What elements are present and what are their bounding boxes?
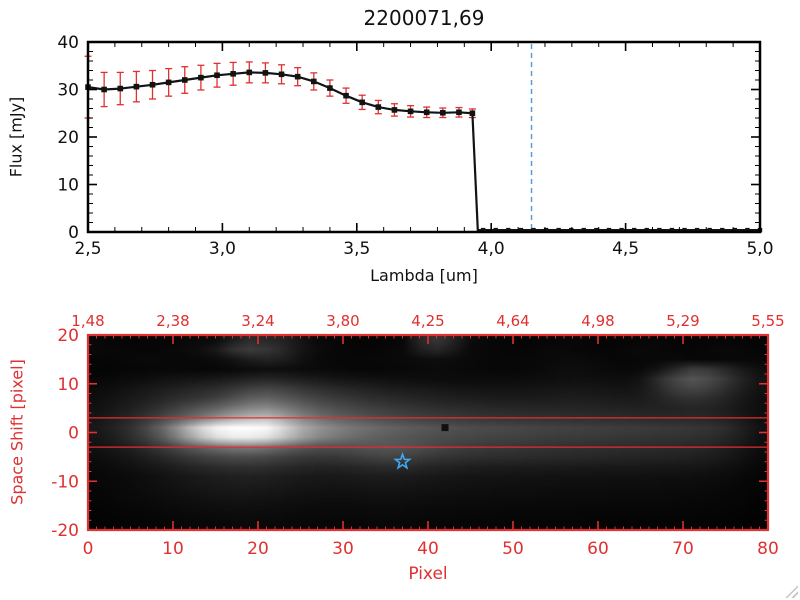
wavelength-top-tick-label: 4,98 — [581, 312, 614, 330]
flux-plot-frame — [86, 40, 762, 234]
shift-y-tick-label: 10 — [57, 375, 79, 395]
flux-x-tick-label: 3,0 — [209, 239, 236, 259]
data-point-markers — [85, 69, 763, 233]
image-plot-frame — [86, 333, 770, 532]
pixel-x-tick-label: 70 — [672, 539, 694, 559]
flux-y-axis-title: Flux [mJy] — [6, 96, 26, 178]
flux-x-ticks — [87, 42, 761, 232]
page-title: 2200071,69 — [363, 6, 485, 30]
flux-y-tick-label: 40 — [57, 33, 79, 53]
shift-y-tick-label: 0 — [68, 424, 79, 444]
flux-spectrum-chart: 2,5 3,0 3,5 4,0 4,5 5,0 0 10 20 30 40 — [57, 33, 773, 259]
flux-y-tick-label: 0 — [68, 223, 79, 243]
black-square-marker — [441, 424, 449, 432]
wavelength-top-tick-label: 3,24 — [241, 312, 274, 330]
flux-y-tick-label: 20 — [57, 128, 79, 148]
wavelength-top-tick-label: 4,64 — [496, 312, 529, 330]
shift-y-tick-label: -20 — [51, 521, 79, 541]
star-marker — [393, 451, 412, 470]
pixel-x-tick-label: 60 — [587, 539, 609, 559]
shift-y-tick-label: 20 — [57, 326, 79, 346]
spectral-2d-image — [88, 335, 768, 530]
wavelength-top-tick-label: 1,48 — [71, 312, 104, 330]
flux-x-tick-label: 3,5 — [343, 239, 370, 259]
error-bars — [84, 55, 476, 119]
wavelength-top-tick-label: 4,25 — [411, 312, 444, 330]
spectrum-line — [87, 71, 760, 232]
shift-y-ticks — [88, 334, 768, 531]
wavelength-top-tick-label: 5,55 — [751, 312, 784, 330]
wavelength-top-tick-label: 5,29 — [666, 312, 699, 330]
pixel-x-tick-label: 10 — [162, 539, 184, 559]
wavelength-top-tick-label: 2,38 — [156, 312, 189, 330]
pixel-x-axis-title: Pixel — [408, 564, 448, 584]
pixel-x-tick-label: 50 — [502, 539, 524, 559]
pixel-x-tick-label: 0 — [83, 539, 94, 559]
flux-x-tick-label: 4,5 — [612, 239, 639, 259]
flux-y-tick-label: 10 — [57, 176, 79, 196]
spatial-shift-chart: 1,48 2,38 3,24 3,80 4,25 4,64 4,98 5,29 5,55 0 10 2… — [51, 312, 784, 559]
flux-y-tick-label: 30 — [57, 81, 79, 101]
pixel-x-tick-label: 30 — [332, 539, 354, 559]
wavelength-top-tick-label: 3,80 — [326, 312, 359, 330]
flux-x-axis-title: Lambda [um] — [370, 266, 478, 285]
flux-x-tick-label: 2,5 — [74, 239, 101, 259]
flux-x-tick-label: 4,0 — [478, 239, 505, 259]
pixel-x-tick-label: 40 — [417, 539, 439, 559]
pixel-x-tick-label: 20 — [247, 539, 269, 559]
pixel-x-ticks — [87, 335, 769, 530]
flux-x-tick-label: 5,0 — [746, 239, 773, 259]
shift-y-axis-title: Space Shift [pixel] — [7, 359, 27, 505]
shift-y-tick-label: -10 — [51, 472, 79, 492]
pixel-x-tick-label: 80 — [757, 539, 779, 559]
flux-y-ticks — [88, 41, 760, 233]
